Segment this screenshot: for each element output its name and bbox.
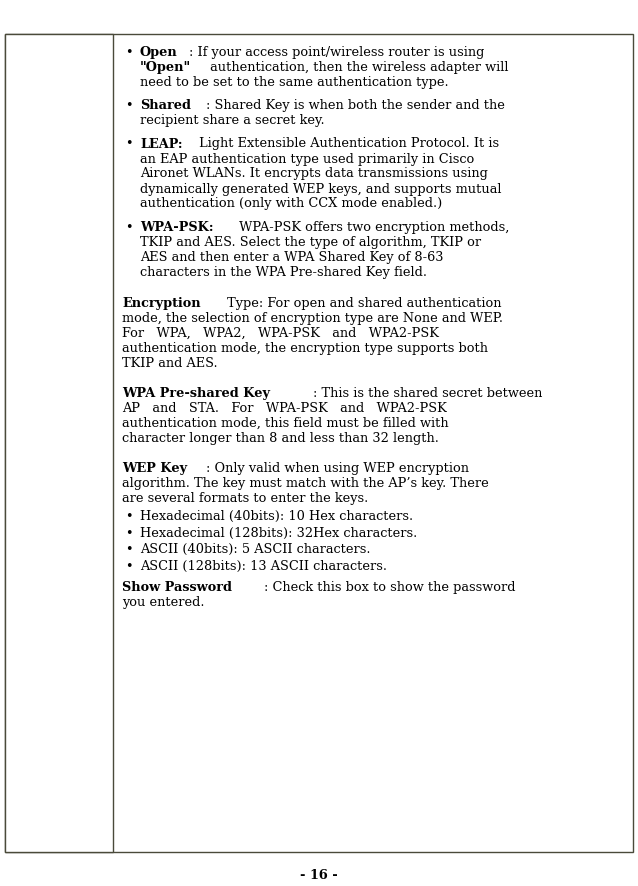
Text: •: • bbox=[125, 221, 133, 234]
Text: •: • bbox=[125, 526, 133, 540]
Text: recipient share a secret key.: recipient share a secret key. bbox=[140, 114, 325, 127]
Text: Aironet WLANs. It encrypts data transmissions using: Aironet WLANs. It encrypts data transmis… bbox=[140, 167, 488, 180]
Text: Type: For open and shared authentication: Type: For open and shared authentication bbox=[223, 297, 502, 310]
Text: authentication mode, this field must be filled with: authentication mode, this field must be … bbox=[122, 416, 449, 430]
Text: •: • bbox=[125, 99, 133, 113]
Text: TKIP and AES. Select the type of algorithm, TKIP or: TKIP and AES. Select the type of algorit… bbox=[140, 236, 481, 248]
Text: an EAP authentication type used primarily in Cisco: an EAP authentication type used primaril… bbox=[140, 152, 474, 166]
Text: WEP Key: WEP Key bbox=[122, 462, 187, 475]
Text: "Open": "Open" bbox=[140, 61, 191, 74]
Text: •: • bbox=[125, 559, 133, 572]
Text: AP   and   STA.   For   WPA-PSK   and   WPA2-PSK: AP and STA. For WPA-PSK and WPA2-PSK bbox=[122, 401, 447, 415]
Text: authentication (only with CCX mode enabled.): authentication (only with CCX mode enabl… bbox=[140, 198, 442, 210]
Text: need to be set to the same authentication type.: need to be set to the same authenticatio… bbox=[140, 76, 449, 89]
Text: ASCII (128bits): 13 ASCII characters.: ASCII (128bits): 13 ASCII characters. bbox=[140, 559, 387, 572]
Text: algorithm. The key must match with the AP’s key. There: algorithm. The key must match with the A… bbox=[122, 477, 489, 490]
Bar bbox=[5, 35, 113, 852]
Text: WPA-PSK offers two encryption methods,: WPA-PSK offers two encryption methods, bbox=[235, 221, 509, 234]
Text: authentication, then the wireless adapter will: authentication, then the wireless adapte… bbox=[206, 61, 508, 74]
Text: AES and then enter a WPA Shared Key of 8-63: AES and then enter a WPA Shared Key of 8… bbox=[140, 251, 443, 263]
Text: WPA-PSK:: WPA-PSK: bbox=[140, 221, 214, 234]
Text: : Check this box to show the password: : Check this box to show the password bbox=[264, 580, 516, 593]
Text: •: • bbox=[125, 542, 133, 556]
Text: character longer than 8 and less than 32 length.: character longer than 8 and less than 32… bbox=[122, 431, 439, 445]
Text: : This is the shared secret between: : This is the shared secret between bbox=[313, 387, 542, 400]
Text: Encryption: Encryption bbox=[122, 297, 200, 310]
Text: Light Extensible Authentication Protocol. It is: Light Extensible Authentication Protocol… bbox=[195, 137, 499, 151]
Text: : If your access point/wireless router is using: : If your access point/wireless router i… bbox=[189, 46, 484, 59]
Text: WPA Pre-shared Key: WPA Pre-shared Key bbox=[122, 387, 270, 400]
Text: TKIP and AES.: TKIP and AES. bbox=[122, 357, 218, 369]
Text: •: • bbox=[125, 509, 133, 523]
Text: Show Password: Show Password bbox=[122, 580, 232, 593]
Text: •: • bbox=[125, 137, 133, 151]
Text: you entered.: you entered. bbox=[122, 595, 205, 608]
Text: For   WPA,   WPA2,   WPA-PSK   and   WPA2-PSK: For WPA, WPA2, WPA-PSK and WPA2-PSK bbox=[122, 327, 439, 340]
Text: : Only valid when using WEP encryption: : Only valid when using WEP encryption bbox=[206, 462, 469, 475]
Text: authentication mode, the encryption type supports both: authentication mode, the encryption type… bbox=[122, 342, 488, 355]
Text: Hexadecimal (128bits): 32Hex characters.: Hexadecimal (128bits): 32Hex characters. bbox=[140, 526, 417, 540]
Text: Hexadecimal (40bits): 10 Hex characters.: Hexadecimal (40bits): 10 Hex characters. bbox=[140, 509, 413, 523]
Text: mode, the selection of encryption type are None and WEP.: mode, the selection of encryption type a… bbox=[122, 312, 503, 325]
Text: : Shared Key is when both the sender and the: : Shared Key is when both the sender and… bbox=[206, 99, 505, 113]
Text: LEAP:: LEAP: bbox=[140, 137, 182, 151]
Text: Shared: Shared bbox=[140, 99, 191, 113]
Text: dynamically generated WEP keys, and supports mutual: dynamically generated WEP keys, and supp… bbox=[140, 183, 501, 195]
Text: characters in the WPA Pre-shared Key field.: characters in the WPA Pre-shared Key fie… bbox=[140, 266, 427, 278]
Text: Open: Open bbox=[140, 46, 178, 59]
Text: - 16 -: - 16 - bbox=[300, 868, 338, 881]
Text: •: • bbox=[125, 46, 133, 59]
Text: are several formats to enter the keys.: are several formats to enter the keys. bbox=[122, 492, 368, 505]
Text: ASCII (40bits): 5 ASCII characters.: ASCII (40bits): 5 ASCII characters. bbox=[140, 542, 371, 556]
